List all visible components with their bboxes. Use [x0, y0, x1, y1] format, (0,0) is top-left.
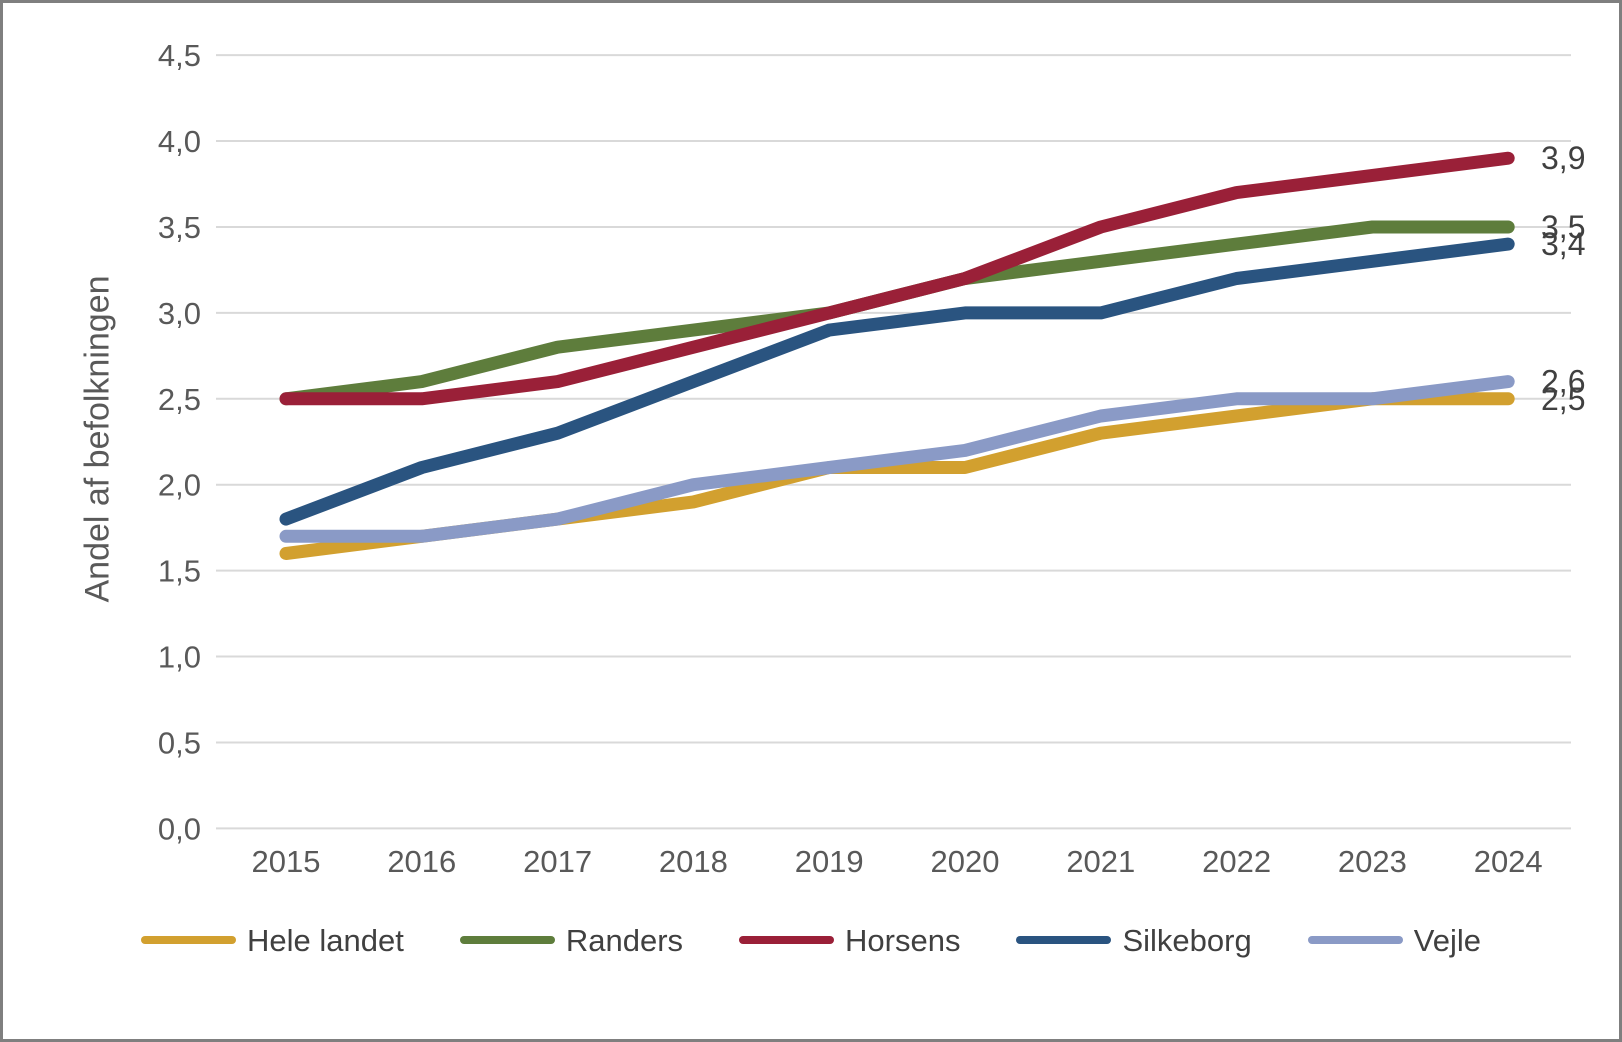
legend-label: Vejle — [1413, 922, 1481, 958]
line-chart: 4,5 4,0 3,5 3,0 2,5 2,0 1,5 1,0 0,5 0,0 2015 2016 20… — [158, 38, 1586, 879]
y-tick-label: 4,0 — [158, 124, 201, 159]
x-tick-label: 2024 — [1474, 844, 1543, 879]
y-tick-label: 1,0 — [158, 640, 201, 675]
end-value-label-randers: 3,5 — [1541, 209, 1585, 245]
x-tick-label: 2021 — [1066, 844, 1135, 879]
legend-swatch — [1307, 936, 1403, 944]
legend-label: Silkeborg — [1122, 922, 1252, 958]
legend-item-randers: Randers — [459, 922, 684, 958]
series-line-silkeborg — [279, 237, 1515, 526]
y-tick-label: 3,0 — [158, 296, 201, 331]
legend-swatch — [1016, 936, 1112, 944]
series-line-horsens — [279, 151, 1515, 406]
y-tick-label: 2,0 — [158, 468, 201, 503]
end-value-label-horsens: 3,9 — [1541, 140, 1585, 176]
y-tick-label: 0,5 — [158, 725, 201, 760]
legend-item-vejle: Vejle — [1307, 922, 1481, 958]
y-tick-label: 4,5 — [158, 38, 201, 73]
y-tick-label: 2,5 — [158, 382, 201, 417]
legend: Hele landet Randers Horsens Silkeborg Vejle — [3, 909, 1619, 971]
series-line-vejle — [279, 375, 1515, 543]
y-tick-label: 3,5 — [158, 210, 201, 245]
legend-swatch — [459, 936, 555, 944]
legend-item-horsens: Horsens — [739, 925, 960, 956]
legend-label: Randers — [565, 922, 684, 958]
legend-swatch — [739, 936, 835, 944]
legend-swatch — [141, 936, 237, 944]
x-tick-label: 2016 — [387, 844, 456, 879]
legend-label: Hele landet — [247, 922, 404, 958]
y-tick-label: 0,0 — [158, 811, 201, 846]
end-value-label-vejle: 2,6 — [1541, 364, 1585, 400]
end-value-label-silkeborg: 3,4 — [1541, 226, 1585, 262]
x-tick-label: 2020 — [931, 844, 1000, 879]
x-tick-label: 2023 — [1338, 844, 1407, 879]
x-tick-label: 2019 — [795, 844, 864, 879]
legend-label: Horsens — [845, 922, 961, 958]
x-tick-label: 2015 — [252, 844, 321, 879]
x-tick-label: 2018 — [659, 844, 728, 879]
x-tick-label: 2022 — [1202, 844, 1271, 879]
legend-item-silkeborg: Silkeborg — [1016, 922, 1252, 958]
y-tick-label: 1,5 — [158, 554, 201, 589]
x-tick-label: 2017 — [523, 844, 592, 879]
legend-item-hele-landet: Hele landet — [141, 925, 404, 956]
end-value-label-hele-landet: 2,5 — [1541, 381, 1585, 417]
y-axis-title: Andel af befolkningen — [78, 275, 117, 603]
